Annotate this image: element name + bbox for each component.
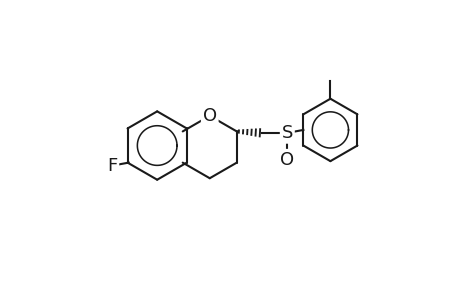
Text: S: S — [281, 124, 292, 142]
Text: O: O — [280, 151, 294, 169]
Text: F: F — [107, 157, 117, 175]
Text: O: O — [202, 107, 216, 125]
